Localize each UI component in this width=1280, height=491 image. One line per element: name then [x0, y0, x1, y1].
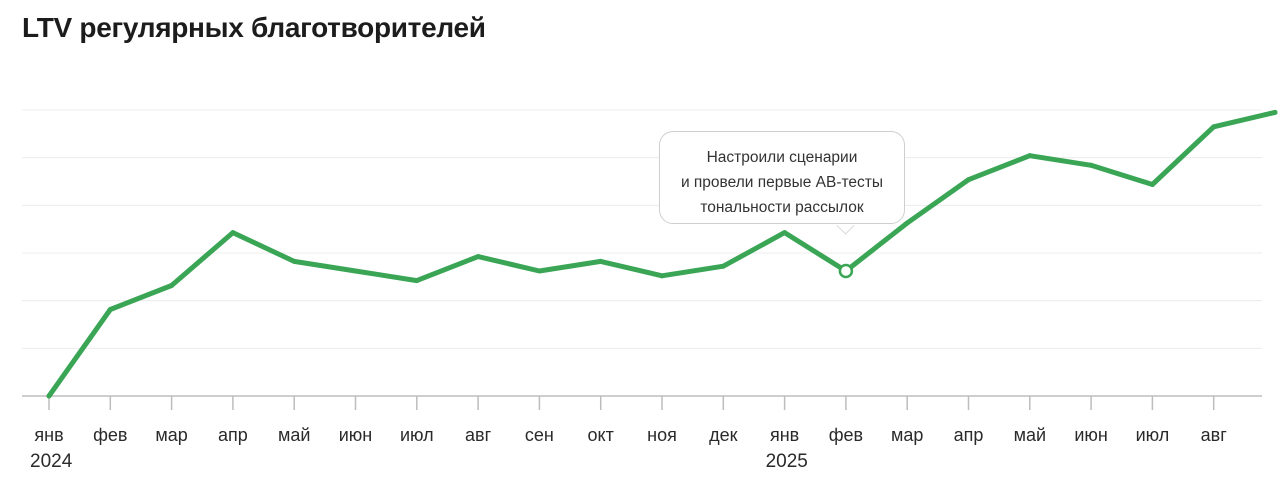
data-point — [230, 230, 236, 236]
x-axis — [22, 395, 1262, 410]
x-tick-label: сен — [525, 425, 554, 445]
x-tick-label: июл — [400, 425, 434, 445]
highlighted-point — [838, 263, 854, 279]
annotation-line-2: и провели первые АВ-тесты — [680, 174, 884, 191]
annotation-line-1: Настроили сценарии — [706, 149, 858, 166]
data-point — [169, 282, 175, 288]
data-point — [1272, 109, 1278, 115]
x-tick-label: ноя — [647, 425, 677, 445]
x-tick-label: июн — [1074, 425, 1108, 445]
gridlines — [22, 109, 1262, 349]
x-tick-label: май — [1014, 425, 1046, 445]
x-tick-label: мар — [155, 425, 187, 445]
x-tick-label: авг — [465, 425, 492, 445]
x-tick-label: апр — [954, 425, 984, 445]
data-point — [966, 177, 971, 183]
x-tick-labels: янв фев мар апр май июн июл авг сен окт ноя дек янв ф… — [30, 425, 1227, 472]
year-label: 2025 — [766, 451, 808, 472]
x-tick-label: окт — [588, 425, 614, 445]
data-point — [536, 268, 542, 274]
x-tick-label: фев — [93, 425, 127, 445]
x-tick-label: авг — [1201, 425, 1228, 445]
year-label: 2024 — [30, 451, 73, 472]
data-point — [1149, 182, 1155, 188]
x-tick-label: мар — [891, 425, 923, 445]
data-point — [1088, 162, 1094, 168]
data-point — [1211, 124, 1217, 130]
data-point — [353, 268, 358, 274]
data-point — [414, 278, 420, 284]
x-tick-label: янв — [770, 425, 799, 445]
data-point — [720, 263, 726, 269]
data-point — [659, 273, 665, 279]
annotation-line-3: тональности рассылок — [700, 199, 864, 216]
x-tick-label: фев — [829, 425, 863, 445]
data-point — [46, 393, 52, 399]
series-group — [46, 109, 1278, 399]
x-tick-label: янв — [34, 425, 63, 445]
chart-title: LTV регулярных благотворителей — [22, 12, 486, 43]
x-tick-label: апр — [218, 425, 248, 445]
data-point — [291, 258, 297, 264]
annotation-callout: Настроили сценарии и провели первые АВ-т… — [659, 131, 905, 224]
x-tick-label: июн — [339, 425, 373, 445]
x-tick-label: июл — [1136, 425, 1170, 445]
x-tick-label: май — [278, 425, 310, 445]
x-tick-label: дек — [709, 425, 738, 445]
data-point — [1027, 153, 1033, 159]
data-point — [598, 258, 604, 264]
data-point — [475, 254, 481, 260]
data-point — [904, 220, 910, 226]
data-point — [782, 230, 788, 236]
data-point — [107, 306, 113, 312]
